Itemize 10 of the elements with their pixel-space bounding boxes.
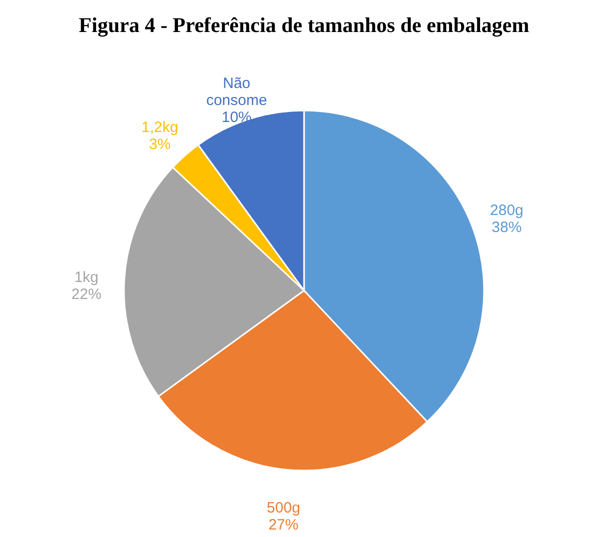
slice-label: Não consome (206, 75, 268, 110)
data-label: 22% (71, 286, 102, 303)
data-label: 27% (268, 516, 298, 534)
slice-label: 500g (266, 500, 300, 517)
slice-label: 280g (490, 202, 524, 220)
slice-label: 1,2kg (141, 118, 178, 136)
data-label: 38% (492, 219, 522, 236)
slice-label: 1kg (74, 268, 99, 286)
data-label: 3% (148, 136, 171, 153)
chart-title: Figura 4 - Preferência de tamanhos de embalagem (78, 13, 530, 37)
